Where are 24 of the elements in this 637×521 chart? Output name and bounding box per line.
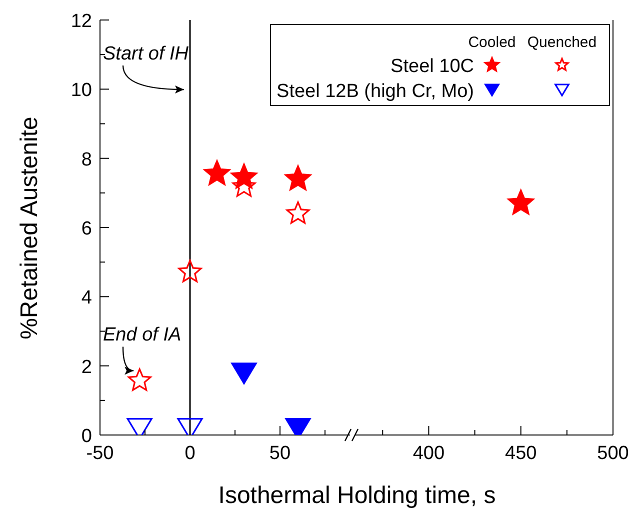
x-tick-label: 500 [597, 443, 629, 464]
point [284, 165, 312, 190]
y-tick-label: 8 [81, 149, 92, 170]
x-tick-label: 450 [505, 443, 537, 464]
point [286, 201, 310, 224]
x-tick-label: 0 [184, 443, 196, 464]
legend-label: Steel 12B (high Cr, Mo) [276, 81, 474, 102]
y-tick-label: 2 [81, 356, 92, 378]
legend-label: Steel 10C [390, 56, 474, 77]
y-axis-title: %Retained Austenite [16, 116, 44, 340]
y-tick-label: 6 [81, 218, 92, 240]
annotation: Cooled [468, 34, 516, 51]
y-tick-label: 10 [70, 80, 92, 102]
annotation: Start of IH [103, 44, 189, 65]
annotation: Quenched [527, 34, 597, 51]
y-tick-label: 12 [70, 11, 92, 32]
x-axis-title: Isothermal Holding time, s [218, 482, 496, 510]
x-tick-label: 400 [412, 443, 445, 464]
annotation: End of IA [103, 324, 182, 346]
x-tick-label: 50 [269, 443, 291, 464]
point [178, 260, 202, 282]
point [128, 368, 152, 391]
point [204, 160, 230, 186]
y-tick-label: 4 [81, 288, 92, 309]
